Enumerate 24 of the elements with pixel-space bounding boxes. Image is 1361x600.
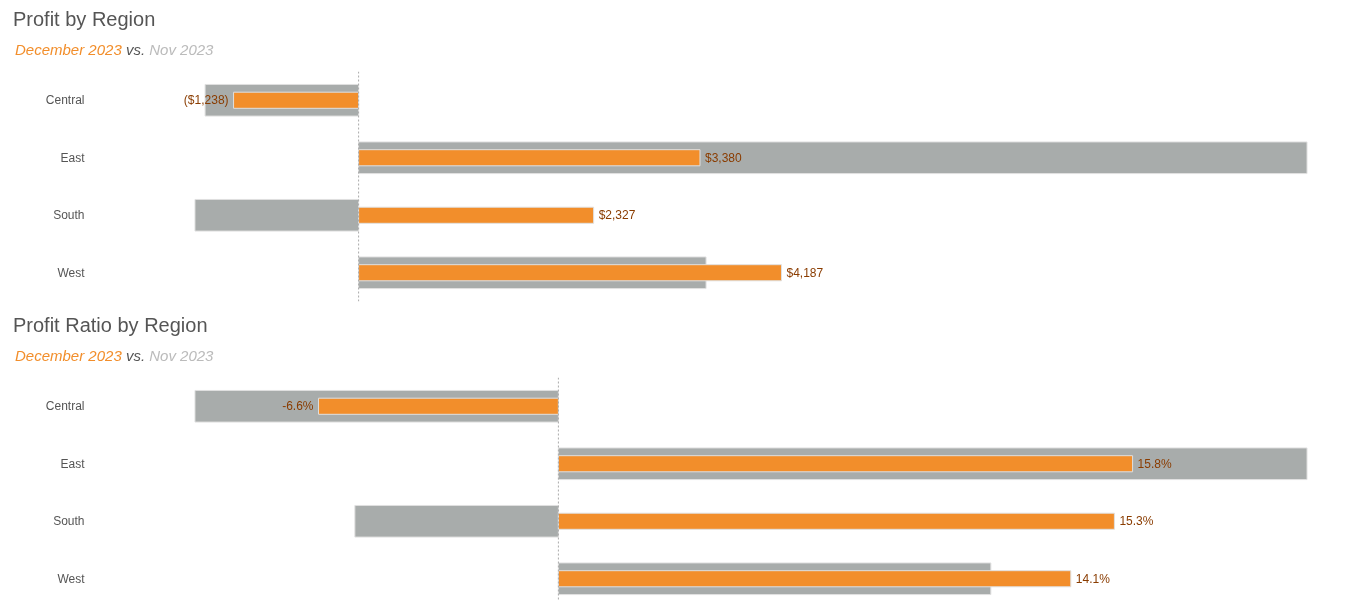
data-label: 15.3%: [1119, 514, 1154, 529]
text: December 2023: [15, 347, 122, 364]
data-label: ($1,238): [183, 93, 229, 108]
y-tick-label: South: [53, 514, 85, 529]
data-label: $3,380: [704, 150, 743, 165]
text: December 2023: [15, 41, 122, 58]
data-label: $2,327: [598, 208, 636, 223]
chart-subtitle: vs.: [124, 41, 147, 58]
data-label: -6.6%: [282, 399, 314, 414]
y-tick-label: West: [57, 571, 86, 586]
y-tick-label: Central: [45, 93, 85, 108]
data-label: $4,187: [786, 265, 824, 280]
y-tick-label: East: [60, 150, 86, 165]
data-label: 14.1%: [1075, 571, 1111, 586]
chart-title: Profit Ratio by Region: [13, 313, 208, 338]
series-label: Nov 2023: [149, 347, 214, 364]
y-tick-label: Central: [45, 399, 85, 414]
series-label: Nov 2023: [149, 41, 214, 58]
data-label: 15.8%: [1137, 456, 1172, 471]
y-tick-label: East: [60, 456, 86, 471]
chart-title: Profit by Region: [13, 7, 156, 32]
y-tick-label: South: [53, 208, 85, 223]
chart-subtitle: vs.: [124, 347, 147, 364]
y-tick-label: West: [57, 265, 86, 280]
